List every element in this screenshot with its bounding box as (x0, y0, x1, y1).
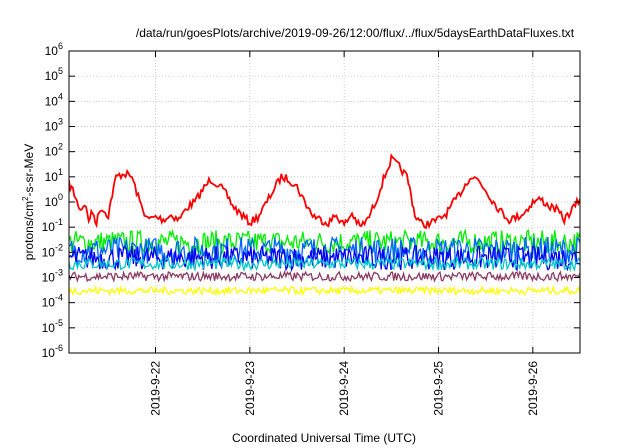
series-line (69, 245, 580, 273)
ticks (69, 50, 580, 354)
y-tick-label: 103 (45, 117, 63, 134)
y-tick-label: 101 (45, 167, 63, 184)
series-line (69, 255, 580, 273)
y-tick-labels: 10-6 10-5 10-4 10-3 10-2 10-1 100 101 102 103 104 1… (42, 41, 63, 360)
x-tick-label: 2019-9-22 (148, 361, 162, 416)
y-tick-label: 105 (45, 66, 63, 83)
y-tick-label: 10-6 (42, 343, 63, 360)
y-tick-label: 106 (45, 41, 63, 58)
y-tick-label: 10-5 (42, 318, 63, 335)
y-tick-label: 100 (45, 192, 63, 209)
x-tick-label: 2019-9-26 (526, 361, 540, 416)
series-group (69, 153, 580, 297)
y-tick-label: 10-2 (42, 242, 63, 259)
y-tick-label: 102 (45, 142, 63, 159)
y-axis-label: protons/cm2-s-sr-MeV (21, 144, 36, 260)
x-axis-label: Coordinated Universal Time (UTC) (232, 431, 416, 445)
x-tick-label: 2019-9-24 (337, 361, 351, 416)
y-tick-label: 10-1 (42, 217, 63, 234)
y-tick-label: 10-4 (42, 293, 63, 310)
x-tick-labels: 2019-9-22 2019-9-23 2019-9-24 2019-9-25 2019… (148, 361, 539, 416)
chart-title: /data/run/goesPlots/archive/2019-09-26/1… (136, 26, 575, 40)
y-tick-label: 104 (45, 91, 63, 108)
x-tick-label: 2019-9-25 (431, 361, 445, 416)
x-tick-label: 2019-9-23 (243, 361, 257, 416)
series-line (69, 153, 580, 230)
series-line (69, 270, 580, 283)
series-line (69, 284, 580, 297)
y-tick-label: 10-3 (42, 268, 63, 285)
